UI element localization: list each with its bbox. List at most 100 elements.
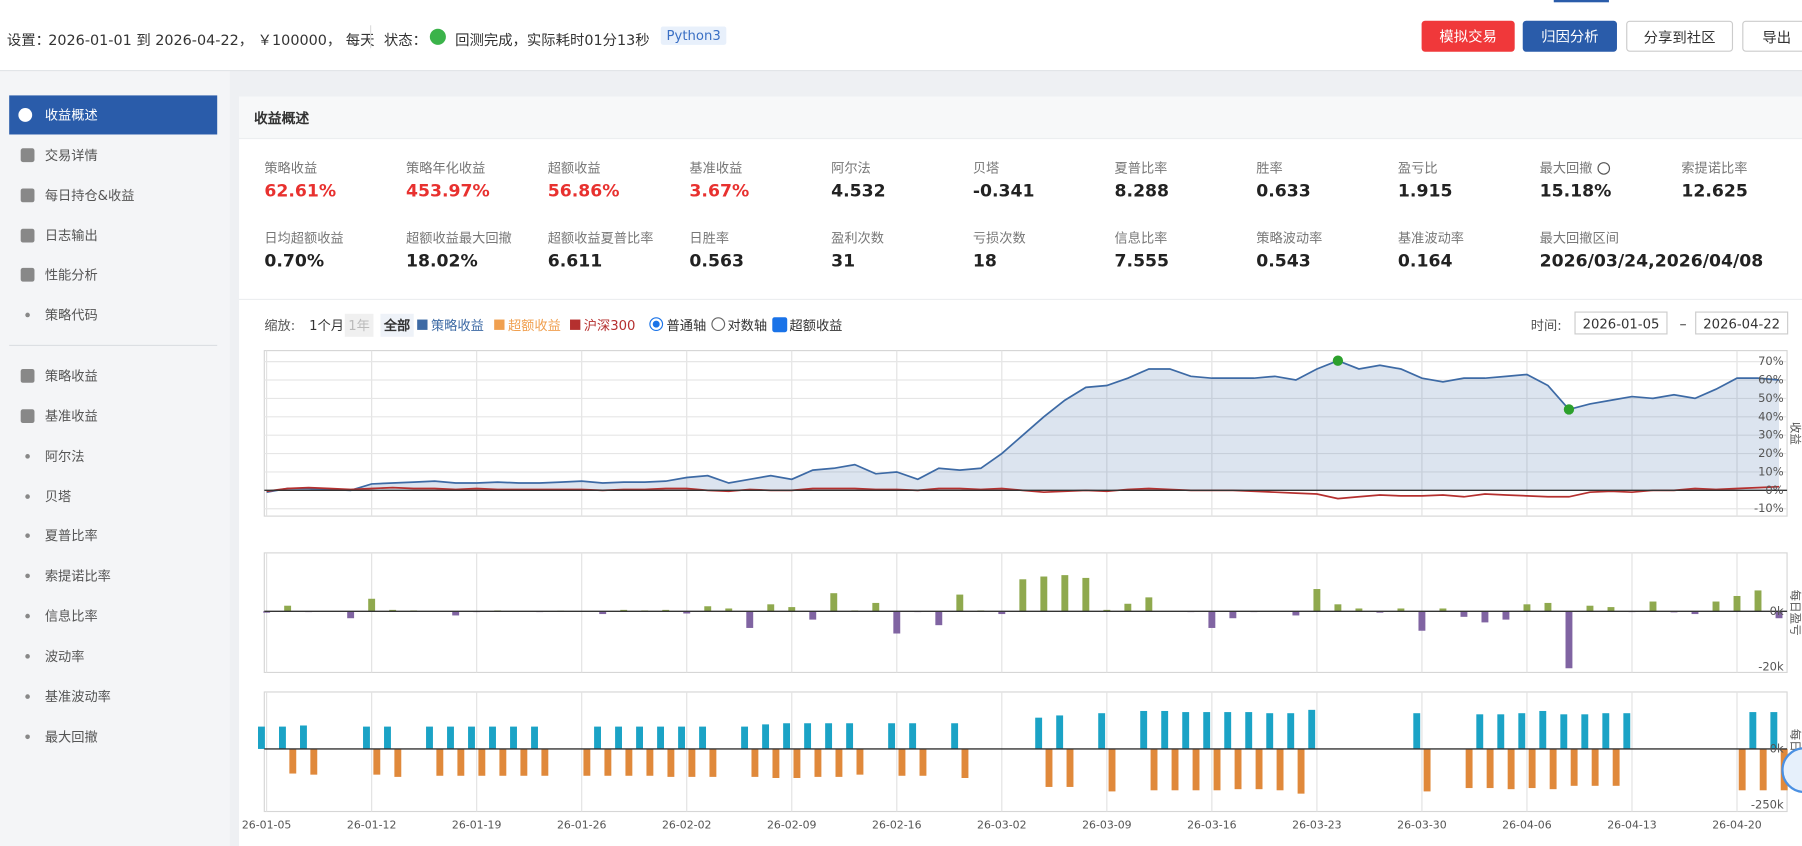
- legend-label[interactable]: 超额收益: [507, 317, 561, 334]
- status: 回测完成，实际耗时01分13秒: [455, 31, 650, 49]
- sidebar-item[interactable]: 日志输出: [44, 227, 98, 244]
- bar: [741, 726, 749, 749]
- bar: [1150, 748, 1158, 791]
- sidebar-item[interactable]: 索提诺比率: [44, 568, 111, 585]
- active-item-bg: [9, 95, 218, 135]
- sidebar-item[interactable]: 策略代码: [44, 307, 98, 324]
- bar: [1203, 712, 1211, 749]
- metric-label: 超额收益: [547, 159, 601, 176]
- item-icon: [20, 148, 35, 162]
- sidebar-item[interactable]: 每日持仓&收益: [44, 187, 135, 204]
- checkbox[interactable]: [772, 317, 788, 333]
- bar: [956, 594, 964, 612]
- zoom-option[interactable]: 1年: [344, 313, 374, 337]
- y-tick-label: 0%: [1765, 483, 1783, 497]
- sidebar-item[interactable]: 基准收益: [44, 407, 98, 424]
- sidebar-item[interactable]: 最大回撤: [44, 728, 98, 745]
- bar: [1376, 611, 1384, 613]
- sidebar-item[interactable]: 信息比率: [44, 608, 98, 625]
- item-bullet: [25, 573, 30, 579]
- legend-label[interactable]: 沪深300: [583, 317, 636, 334]
- radio[interactable]: [649, 317, 664, 332]
- metric-value: 3.67%: [689, 180, 750, 202]
- bar: [1549, 748, 1557, 790]
- bar: [961, 748, 969, 778]
- bar: [452, 611, 460, 616]
- bar: [1245, 712, 1253, 749]
- sidebar-item[interactable]: 性能分析: [44, 267, 98, 284]
- sidebar: [0, 71, 230, 846]
- zoom-option[interactable]: 全部: [380, 313, 414, 337]
- sidebar-item[interactable]: 基准波动率: [44, 688, 111, 705]
- sidebar-item[interactable]: 阿尔法: [44, 447, 85, 465]
- metric-value: 7.555: [1114, 250, 1170, 272]
- plot-frame: [263, 552, 1788, 674]
- bar: [872, 602, 880, 612]
- legend-label[interactable]: 策略收益: [430, 317, 484, 334]
- bar: [1523, 604, 1531, 612]
- language-tag: Python3: [660, 26, 727, 45]
- metric-label: 基准收益: [689, 159, 743, 176]
- bar: [457, 748, 465, 776]
- button[interactable]: 模拟交易: [1421, 20, 1515, 52]
- bar: [1738, 748, 1746, 791]
- y-tick-label: -20k: [1758, 659, 1784, 673]
- x-tick-label: 26-01-05: [242, 818, 292, 831]
- bar: [1334, 604, 1342, 612]
- bar: [1465, 748, 1473, 789]
- bar: [1308, 709, 1316, 749]
- sidebar-item[interactable]: 收益概述: [44, 106, 98, 123]
- button[interactable]: 导出: [1742, 20, 1802, 52]
- bar: [767, 604, 775, 612]
- top-tab-indicator: [1553, 0, 1609, 3]
- sidebar-item[interactable]: 贝塔: [44, 487, 72, 505]
- bar: [1591, 748, 1599, 786]
- button[interactable]: 归因分析: [1522, 20, 1617, 52]
- x-tick-label: 26-04-20: [1712, 818, 1762, 831]
- metric-value: 4.532: [831, 180, 886, 202]
- sidebar-item[interactable]: 策略收益: [44, 367, 98, 384]
- bar: [620, 609, 628, 612]
- help-icon: [1597, 162, 1610, 175]
- y-tick-label: 50%: [1758, 391, 1784, 405]
- y-tick-label: 20%: [1758, 446, 1784, 460]
- bar: [1066, 748, 1074, 787]
- sidebar-item[interactable]: 夏普比率: [44, 528, 98, 545]
- item-bullet: [25, 312, 30, 318]
- item-icon: [20, 368, 35, 383]
- date-input[interactable]: 2026-01-05: [1574, 311, 1668, 335]
- bar: [541, 748, 549, 776]
- bar: [1507, 748, 1515, 790]
- bar: [1502, 611, 1510, 620]
- button[interactable]: 分享到社区: [1626, 20, 1734, 52]
- bar: [1423, 748, 1431, 792]
- bar: [368, 598, 376, 612]
- radio[interactable]: [711, 317, 726, 332]
- bar: [394, 748, 402, 777]
- bar: [1045, 748, 1053, 787]
- bar: [1418, 611, 1426, 631]
- bar: [1145, 597, 1153, 612]
- sidebar-item[interactable]: 波动率: [44, 648, 85, 665]
- zoom-option[interactable]: 1个月: [309, 317, 344, 334]
- date-input[interactable]: 2026-04-22: [1695, 311, 1789, 335]
- metric-label: 超额收益夏普比率: [547, 229, 654, 246]
- y-tick-label: 40%: [1758, 409, 1784, 423]
- bar: [1712, 601, 1720, 612]
- bar: [898, 748, 906, 776]
- bar: [846, 723, 854, 749]
- bar: [520, 748, 528, 776]
- bar: [856, 748, 864, 775]
- y-tick-label: -10%: [1754, 501, 1784, 515]
- radio-label: 对数轴: [727, 317, 768, 334]
- status-label: 状态：: [383, 31, 427, 49]
- bar: [510, 726, 517, 749]
- bar: [279, 726, 286, 749]
- metric-label: 策略收益: [264, 159, 318, 176]
- chat-icon[interactable]: [1781, 747, 1802, 794]
- bar: [662, 609, 670, 612]
- legend-swatch: [570, 319, 581, 330]
- bar: [1035, 717, 1043, 749]
- x-tick-label: 26-03-23: [1292, 818, 1342, 831]
- sidebar-item[interactable]: 交易详情: [44, 146, 98, 164]
